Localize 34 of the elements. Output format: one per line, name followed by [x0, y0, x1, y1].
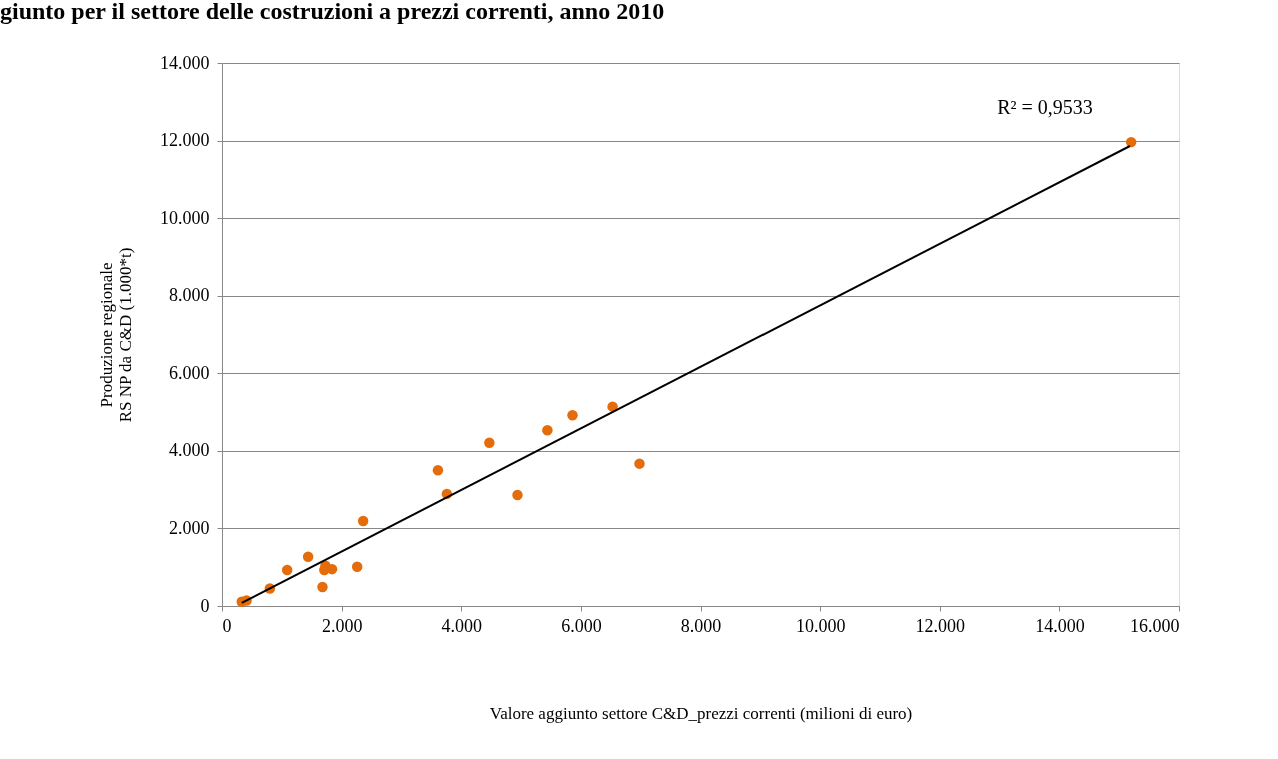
x-tick-label: 12.000 [915, 615, 965, 636]
y-tick-label: 4.000 [169, 440, 210, 461]
x-tick-label: 8.000 [680, 615, 722, 636]
x-tick-label: 10.000 [795, 615, 846, 636]
x-tick-label: 14.000 [1035, 615, 1085, 636]
y-tick-label: 2.000 [169, 517, 210, 538]
x-tick-label: 0 [222, 615, 232, 636]
point [1125, 136, 1137, 148]
point [512, 489, 523, 501]
point [634, 458, 645, 469]
y-tick-label: 14.000 [160, 52, 210, 73]
point [484, 437, 495, 448]
annotation: R² = 0,9533 [997, 96, 1093, 118]
y-tick-label: 0 [200, 595, 210, 616]
point [607, 401, 618, 412]
point [357, 515, 369, 527]
point [302, 551, 314, 562]
point [281, 564, 293, 576]
point [317, 581, 328, 593]
point [432, 465, 444, 476]
x-tick-label: 2.000 [321, 615, 363, 636]
y-tick-label: 8.000 [169, 285, 210, 306]
chart-title: giunto per il settore delle costruzioni a prezzi correnti, anno 2010 [0, 0, 665, 24]
y-tick-label: 6.000 [169, 362, 210, 383]
x-tick-label: 16.000 [1130, 615, 1180, 636]
y-tick-label: 10.000 [160, 207, 210, 228]
y-axis-title: Produzione regionale RS NP da C&D (1.000*t) [97, 247, 135, 423]
y-tick-label: 12.000 [160, 130, 210, 151]
point [542, 425, 553, 436]
point [351, 561, 363, 573]
x-axis-title: Valore aggiunto settore C&D_prezzi correnti (milioni di euro) [489, 703, 913, 723]
point [567, 409, 578, 421]
x-tick-label: 6.000 [561, 615, 602, 636]
x-tick-label: 4.000 [441, 615, 482, 636]
